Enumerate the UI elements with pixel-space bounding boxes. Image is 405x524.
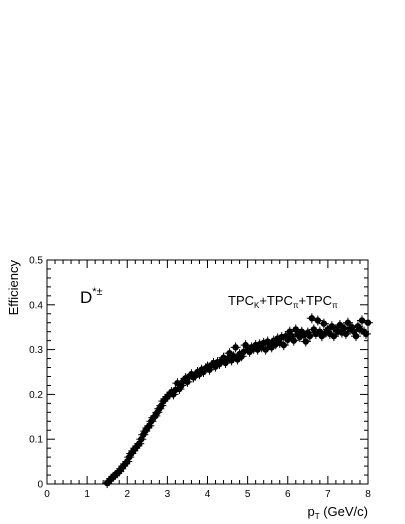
data-point [308, 315, 316, 322]
x-axis-title-unit: (GeV/c) [320, 504, 368, 519]
data-point [232, 344, 239, 351]
data-point [358, 317, 366, 324]
particle-label-superscript: *± [92, 286, 102, 298]
y-tick-label: 0.3 [29, 345, 43, 356]
data-point [330, 332, 338, 340]
data-point [302, 338, 310, 345]
x-tick-label: 8 [365, 489, 371, 500]
selection-part-2-sub: π [293, 301, 299, 310]
y-axis-title: Efficiency [6, 260, 21, 316]
x-tick-label: 6 [285, 489, 291, 500]
x-tick-label: 3 [165, 489, 171, 500]
x-axis-title-subscript: T [315, 512, 320, 521]
selection-part-1-sub: K [254, 301, 260, 310]
x-tick-label: 4 [205, 489, 211, 500]
data-point [290, 337, 297, 344]
data-point [320, 320, 328, 327]
x-axis: 0 1 2 3 4 5 6 7 8 [44, 260, 371, 500]
data-point [306, 332, 314, 340]
selection-part-3-sub: π [332, 301, 338, 310]
y-tick-label: 0 [37, 480, 43, 491]
y-tick-label: 0.1 [29, 435, 43, 446]
data-point [342, 330, 350, 338]
x-tick-label: 1 [84, 489, 90, 500]
y-tick-label: 0.5 [29, 256, 43, 267]
y-tick-label: 0.2 [29, 390, 43, 401]
data-marks [102, 313, 373, 489]
particle-label: D*± [80, 286, 103, 307]
x-tick-label: 0 [44, 489, 50, 500]
x-tick-label: 5 [245, 489, 251, 500]
data-point [352, 332, 360, 340]
x-tick-label: 2 [124, 489, 130, 500]
data-point [344, 319, 352, 326]
data-point [314, 317, 322, 324]
x-tick-label: 7 [325, 489, 331, 500]
selection-part-3: +TPC [298, 293, 332, 308]
y-tick-label: 0.4 [29, 300, 43, 311]
particle-label-base: D [80, 288, 92, 307]
selection-part-1: TPC [228, 293, 254, 308]
selection-part-2: +TPC [259, 293, 293, 308]
data-point [280, 341, 287, 349]
data-point [262, 346, 269, 353]
y-axis: 0 0.1 0.2 0.3 0.4 0.5 [29, 256, 368, 491]
x-axis-title: pT (GeV/c) [307, 504, 368, 521]
selection-label: TPCK+TPCπ+TPCπ [228, 293, 338, 310]
x-axis-title-p: p [307, 504, 314, 519]
